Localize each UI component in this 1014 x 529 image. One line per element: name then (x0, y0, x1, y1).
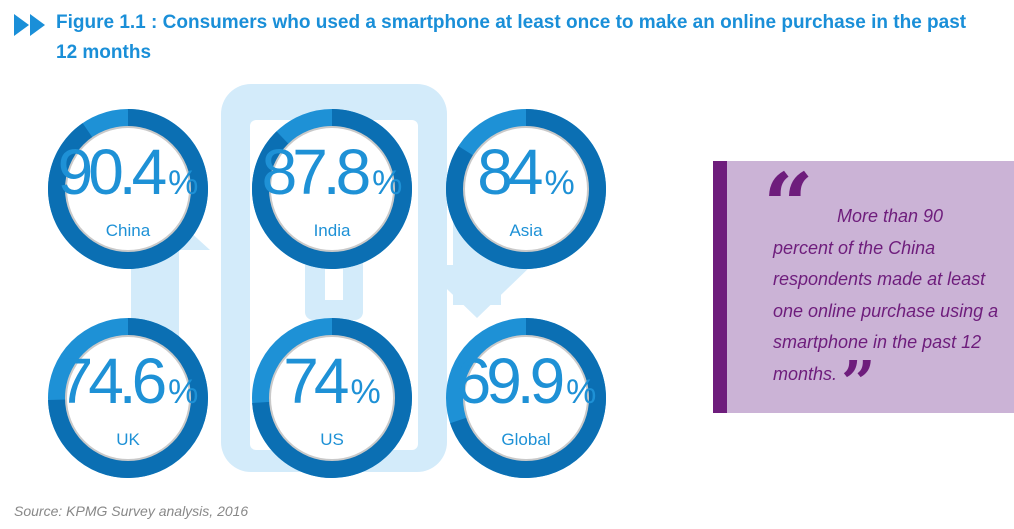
stat-value: 84% (440, 139, 612, 216)
percent-sign: % (372, 164, 403, 202)
close-quote-icon: ” (841, 348, 876, 419)
stat-label: UK (116, 430, 140, 449)
donut-ring (446, 109, 606, 269)
quote-first-line: More than 90 (837, 206, 944, 226)
percent-sign: % (544, 164, 575, 202)
stat-india: 87.8% India (246, 103, 418, 275)
stat-china: 90.4% China (42, 103, 214, 275)
stat-value: 90.4% (42, 139, 214, 216)
donut-center (65, 126, 191, 252)
figure-header: Figure 1.1 : Consumers who used a smartp… (14, 8, 1004, 68)
stat-number: 74 (283, 345, 349, 417)
double-arrow-icon (14, 14, 45, 36)
stat-label: India (313, 221, 351, 240)
stat-label: Global (501, 430, 551, 449)
donut-center (65, 335, 191, 461)
quote-rest: percent of the China respondents made at… (773, 237, 999, 384)
stat-number: 84 (477, 136, 543, 208)
open-quote-icon: “ (763, 153, 814, 257)
stat-label: Asia (509, 221, 543, 240)
percent-sign: % (566, 373, 597, 411)
donut-ring (47, 109, 208, 269)
stat-number: 90.4 (57, 136, 168, 208)
source-note: Source: KPMG Survey analysis, 2016 (14, 503, 249, 519)
donut-ring (446, 318, 606, 478)
percent-sign: % (350, 373, 381, 411)
donut-ring (251, 109, 412, 269)
stat-value: 69.9% (440, 348, 612, 425)
donut-center (269, 126, 395, 252)
donut-ring (48, 318, 208, 478)
donut-ring (252, 318, 412, 478)
figure-title: Figure 1.1 : Consumers who used a smartp… (56, 12, 967, 63)
stat-global: 69.9% Global (440, 312, 612, 484)
donut-center (269, 335, 395, 461)
quote-box: “ More than 90 percent of the China respo… (713, 155, 1014, 419)
stat-number: 69.9 (455, 345, 566, 417)
percent-sign: % (168, 164, 199, 202)
donut-center (463, 335, 589, 461)
stat-asia: 84% Asia (440, 103, 612, 275)
stat-number: 74.6 (57, 345, 168, 417)
stat-label: US (320, 430, 344, 449)
stat-number: 87.8 (261, 136, 372, 208)
stat-value: 74.6% (42, 348, 214, 425)
donut-center (463, 126, 589, 252)
stat-value: 74% (246, 348, 418, 425)
stat-us: 74% US (246, 312, 418, 484)
stat-label: China (105, 221, 151, 240)
stat-value: 87.8% (246, 139, 418, 216)
stat-uk: 74.6% UK (42, 312, 214, 484)
quote-text: More than 90 percent of the China respond… (773, 201, 1014, 419)
percent-sign: % (168, 373, 199, 411)
